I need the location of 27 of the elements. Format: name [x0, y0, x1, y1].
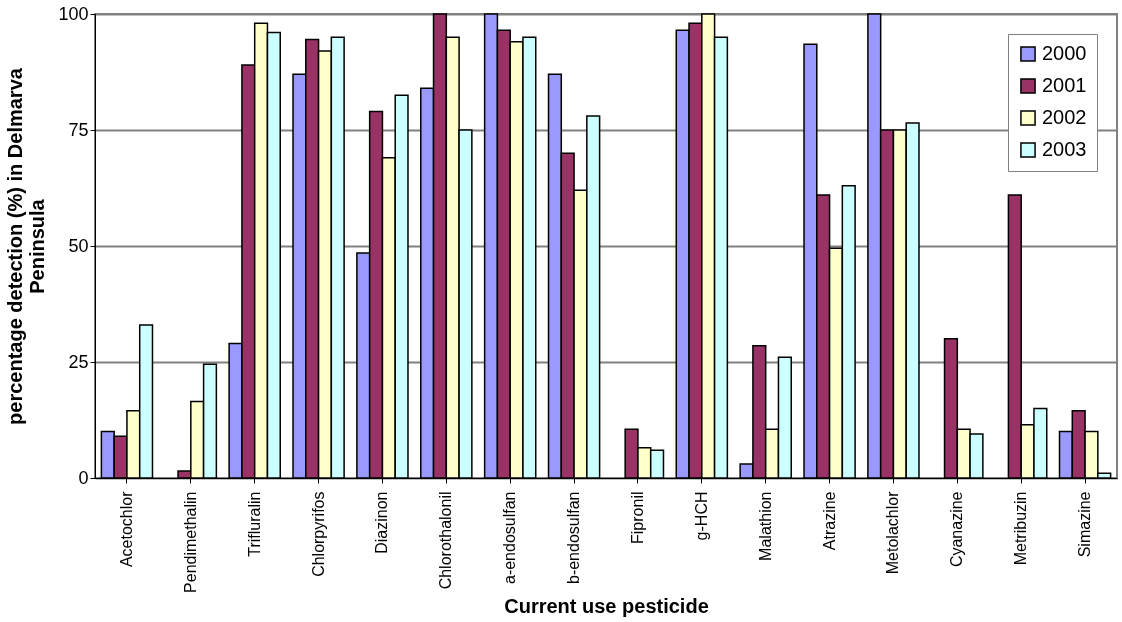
y-tick-label: 75	[68, 119, 89, 140]
x-tick-label: Fipronil	[628, 491, 646, 544]
x-tick-label: Metolachlor	[884, 490, 902, 575]
legend-label: 2002	[1042, 106, 1087, 128]
y-tick-label: 25	[68, 351, 89, 372]
x-tick-label: Diazinon	[373, 491, 391, 554]
x-tick-label: Pendimethalin	[181, 491, 199, 593]
y-tick-label: 50	[68, 235, 89, 256]
x-tick-label: Cyanazine	[948, 491, 966, 568]
x-axis-title: Current use pesticide	[504, 594, 709, 617]
x-tick-label: Chlorpyrifos	[309, 491, 327, 577]
x-tick-label: Acetochlor	[117, 490, 135, 568]
y-tick-label: 100	[58, 3, 89, 24]
x-tick-label: Trifluralin	[245, 491, 263, 557]
legend-label: 2003	[1042, 138, 1087, 160]
x-tick-label: Malathion	[756, 491, 774, 561]
x-tick-label: b-endosulfan	[565, 491, 583, 585]
x-tick-label: Metribuzin	[1012, 491, 1030, 566]
y-tick-label: 0	[78, 467, 89, 488]
x-tick-label: Chlorothalonil	[437, 491, 455, 590]
x-tick-label: Atrazine	[820, 491, 838, 551]
x-tick-label: g-HCH	[692, 491, 710, 541]
x-tick-label: Simazine	[1076, 491, 1094, 558]
x-tick-label: a-endosulfan	[501, 491, 519, 585]
legend-label: 2000	[1042, 42, 1087, 64]
legend-label: 2001	[1042, 74, 1087, 96]
y-axis-title: percentage detection (%) in Delmarva Peninsula	[4, 67, 49, 425]
